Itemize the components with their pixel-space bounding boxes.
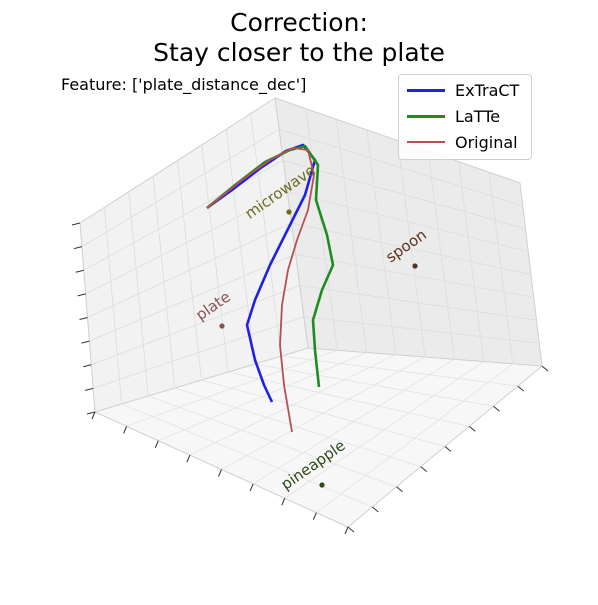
grid-line xyxy=(250,113,282,357)
axis-ticks xyxy=(71,222,549,535)
grid-line xyxy=(299,285,537,321)
grid-line xyxy=(91,285,300,366)
y-axis-tick xyxy=(493,405,500,412)
grid-line xyxy=(295,253,534,298)
pane-right xyxy=(275,98,542,366)
x-axis-tick xyxy=(91,411,96,420)
chart-title-line-2: Stay closer to the plate xyxy=(153,38,445,67)
legend-item-latte: LaTTe xyxy=(407,105,500,127)
object-point-pineapple xyxy=(319,482,325,488)
grid-line xyxy=(228,371,470,427)
grid-line xyxy=(201,379,446,447)
x-axis-tick xyxy=(281,498,286,506)
z-axis-tick xyxy=(85,387,94,391)
x-axis-tick xyxy=(249,483,254,492)
grid-line xyxy=(316,363,513,513)
x-axis-tick xyxy=(344,526,349,535)
x-axis-tick xyxy=(312,512,317,520)
y-axis-tick xyxy=(541,365,549,372)
grid-line xyxy=(488,172,514,364)
grid-lines xyxy=(81,108,540,513)
grid-line xyxy=(284,361,484,499)
y-axis-tick xyxy=(396,486,403,493)
series-line-original xyxy=(206,147,315,433)
legend-swatch-latte xyxy=(407,114,445,118)
z-axis-tick xyxy=(75,269,84,273)
object-point-spoon xyxy=(412,263,418,269)
grid-line xyxy=(254,363,494,407)
x-axis-tick xyxy=(154,440,159,448)
grid-line xyxy=(252,358,455,485)
legend-label-original: Original xyxy=(455,132,518,152)
trajectory-series xyxy=(206,143,335,433)
z-axis-tick xyxy=(86,411,96,415)
legend: ExTraCT LaTTe Original xyxy=(398,74,532,160)
chart-title-line-1: Correction: xyxy=(230,8,368,37)
legend-item-extract: ExTraCT xyxy=(407,79,519,101)
y-axis-tick xyxy=(444,446,452,452)
x-axis-tick xyxy=(123,426,128,434)
grid-line xyxy=(201,144,229,373)
x-axis-tick xyxy=(186,454,191,463)
y-axis-tick xyxy=(517,385,525,392)
grid-line xyxy=(303,316,540,344)
grid-line xyxy=(225,129,256,365)
legend-item-original: Original xyxy=(407,131,518,153)
legend-swatch-extract xyxy=(407,88,445,92)
grid-line xyxy=(291,222,532,275)
z-axis-tick xyxy=(79,317,88,320)
grid-line xyxy=(427,151,455,360)
grid-line xyxy=(87,222,292,318)
grid-line xyxy=(281,355,518,387)
pane-floor xyxy=(95,348,542,527)
grid-line xyxy=(89,253,296,342)
y-axis-tick xyxy=(468,425,476,432)
legend-label-latte: LaTTe xyxy=(455,106,501,126)
object-point-plate xyxy=(219,323,225,329)
z-axis-tick xyxy=(83,364,92,368)
y-axis-tick xyxy=(347,526,355,533)
feature-label: Feature: ['plate_distance_dec'] xyxy=(61,75,307,94)
legend-label-extract: ExTraCT xyxy=(455,80,520,100)
y-axis-tick xyxy=(420,466,428,473)
grid-line xyxy=(458,161,484,362)
z-axis-tick xyxy=(71,222,81,226)
z-axis-tick xyxy=(77,293,86,297)
series-line-latte xyxy=(206,144,335,388)
z-axis-tick xyxy=(81,340,90,344)
object-point-microwave xyxy=(286,209,292,215)
legend-swatch-original xyxy=(407,141,445,143)
y-axis-tick xyxy=(371,506,379,513)
series-line-extract xyxy=(206,143,317,403)
z-axis-tick xyxy=(73,246,82,250)
x-axis-tick xyxy=(218,469,222,477)
grid-line xyxy=(92,316,305,389)
